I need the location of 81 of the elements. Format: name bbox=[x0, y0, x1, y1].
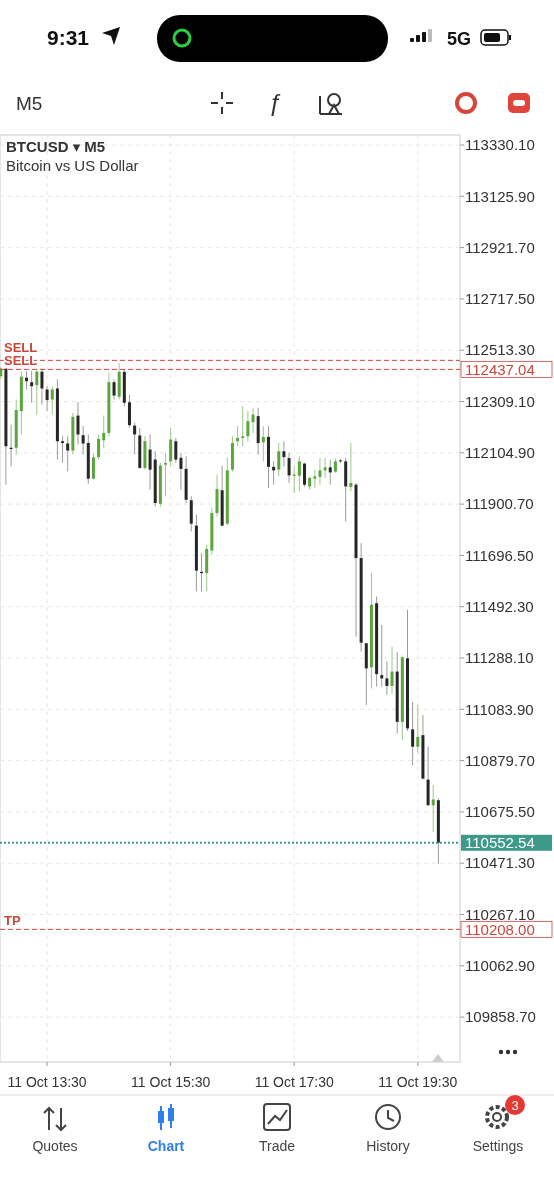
candlestick bbox=[91, 452, 95, 481]
candlestick bbox=[416, 704, 420, 754]
y-tick-label: 111083.90 bbox=[465, 700, 534, 718]
candlestick bbox=[40, 368, 44, 406]
candlestick bbox=[261, 425, 265, 462]
text: 9:31 bbox=[47, 26, 90, 49]
candlestick bbox=[133, 422, 137, 456]
candlestick bbox=[411, 701, 415, 766]
candlestick bbox=[112, 378, 116, 401]
text: Chart bbox=[147, 1138, 185, 1154]
text: Quotes bbox=[32, 1138, 78, 1154]
candlestick bbox=[323, 457, 327, 479]
candlestick bbox=[349, 442, 353, 492]
candlestick bbox=[35, 368, 39, 416]
y-tick-label: 111288.10 bbox=[465, 649, 534, 667]
ref-line-label: 110208.00 bbox=[465, 920, 535, 938]
annotation: SELL bbox=[4, 340, 38, 356]
candlestick bbox=[50, 385, 54, 416]
y-tick-label: 110062.90 bbox=[465, 957, 535, 975]
x-tick-label: 11 Oct 19:30 bbox=[378, 1074, 458, 1090]
candlestick bbox=[287, 452, 291, 484]
candlestick bbox=[303, 462, 307, 488]
x-tick-label: 11 Oct 13:30 bbox=[7, 1074, 87, 1090]
y-tick-label: 113125.90 bbox=[465, 187, 535, 205]
text: History bbox=[366, 1138, 410, 1154]
y-tick-label: 111696.50 bbox=[465, 546, 534, 564]
candlestick bbox=[318, 457, 322, 486]
candlestick bbox=[45, 385, 49, 412]
y-tick-label: 110675.50 bbox=[465, 803, 535, 821]
text: ƒ bbox=[268, 89, 282, 116]
text: Settings bbox=[472, 1138, 524, 1154]
candlestick bbox=[148, 433, 152, 491]
y-tick-label: 113330.10 bbox=[465, 136, 535, 154]
text: 3 bbox=[511, 1097, 519, 1113]
candlestick bbox=[390, 646, 394, 694]
candlestick bbox=[61, 435, 65, 464]
candlestick bbox=[81, 425, 85, 456]
candlestick bbox=[297, 455, 301, 492]
y-tick-label: 111492.30 bbox=[465, 597, 534, 615]
candlestick bbox=[102, 415, 106, 449]
chart-title: BTCUSD ▾ M5 bbox=[6, 138, 106, 155]
text: 5G bbox=[447, 29, 472, 49]
candlestick bbox=[385, 661, 389, 696]
candlestick bbox=[164, 452, 168, 497]
candlestick bbox=[174, 437, 178, 464]
candlestick bbox=[246, 410, 250, 442]
candlestick bbox=[179, 452, 183, 491]
candlestick bbox=[431, 784, 435, 833]
y-tick-label: 111900.70 bbox=[465, 495, 534, 513]
candlestick bbox=[313, 469, 317, 489]
candlestick bbox=[251, 407, 255, 434]
y-tick-label: 112717.50 bbox=[465, 290, 535, 308]
y-tick-label: 109858.70 bbox=[465, 1008, 536, 1026]
x-tick-label: 11 Oct 15:30 bbox=[131, 1074, 211, 1090]
y-tick-label: 110879.70 bbox=[465, 751, 535, 769]
y-tick-label: 112104.90 bbox=[465, 444, 535, 462]
x-tick-label: 11 Oct 17:30 bbox=[254, 1074, 334, 1090]
candlestick bbox=[76, 401, 80, 445]
candlestick bbox=[328, 459, 332, 486]
candlestick bbox=[189, 495, 193, 532]
candlestick bbox=[241, 405, 245, 447]
candlestick bbox=[169, 427, 173, 467]
ref-line-label: 110552.54 bbox=[465, 834, 535, 852]
candlestick bbox=[277, 442, 281, 477]
candlestick bbox=[282, 440, 286, 467]
candlestick bbox=[127, 394, 131, 429]
candlestick bbox=[66, 435, 70, 472]
candlestick bbox=[236, 425, 240, 447]
candlestick bbox=[30, 370, 34, 404]
candlestick bbox=[97, 433, 101, 461]
text: Bitcoin vs US Dollar bbox=[6, 157, 139, 174]
annotation: TP bbox=[4, 913, 21, 929]
text: Trade bbox=[258, 1138, 296, 1154]
candlestick bbox=[380, 624, 384, 688]
text: M5 bbox=[16, 93, 43, 114]
y-tick-label: 112921.70 bbox=[465, 238, 535, 256]
y-tick-label: 112513.30 bbox=[465, 341, 535, 359]
ref-line-label: 112437.04 bbox=[465, 360, 535, 378]
y-tick-label: 112309.10 bbox=[465, 392, 535, 410]
y-tick-label: 110267.10 bbox=[465, 905, 535, 923]
y-tick-label: 110471.30 bbox=[465, 854, 535, 872]
